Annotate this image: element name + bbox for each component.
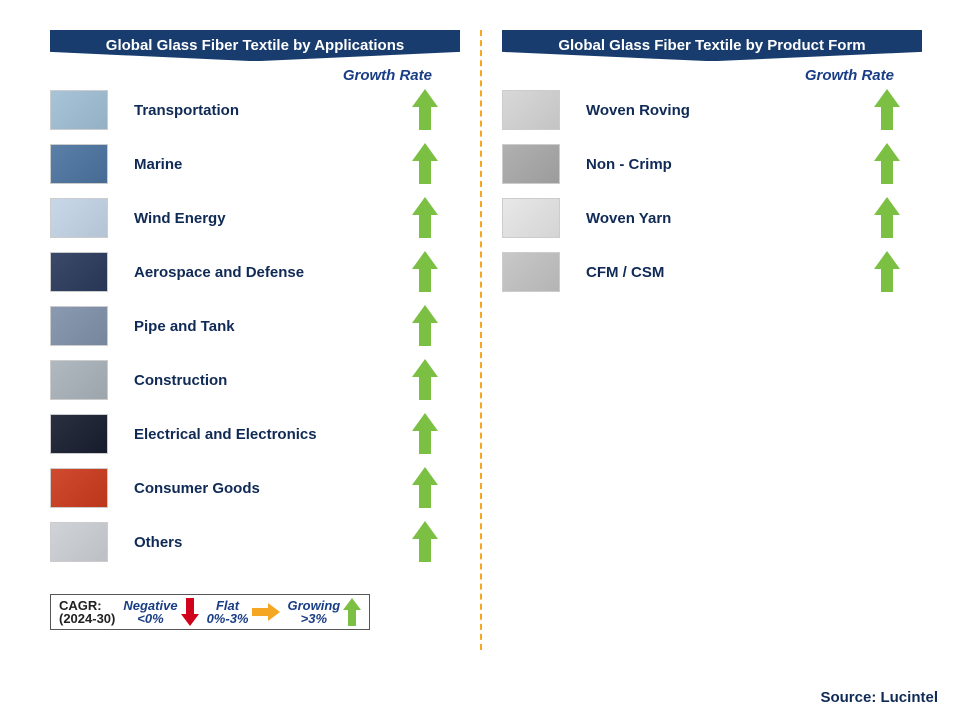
growth-rate-header-left: Growth Rate bbox=[50, 67, 460, 84]
growth-arrow-cell bbox=[390, 197, 460, 239]
growth-arrow-cell bbox=[852, 143, 922, 185]
legend-flat: Flat0%-3% bbox=[207, 599, 280, 626]
item-label: Woven Yarn bbox=[586, 210, 852, 227]
thumbnail-icon bbox=[50, 414, 108, 454]
arrow-up-icon bbox=[412, 359, 438, 401]
item-label: Consumer Goods bbox=[134, 480, 390, 497]
growth-arrow-cell bbox=[390, 467, 460, 509]
growth-arrow-cell bbox=[390, 251, 460, 293]
item-label: Aerospace and Defense bbox=[134, 264, 390, 281]
list-item: Wind Energy bbox=[50, 198, 460, 238]
list-item: Aerospace and Defense bbox=[50, 252, 460, 292]
item-label: Electrical and Electronics bbox=[134, 426, 390, 443]
growth-arrow-cell bbox=[852, 197, 922, 239]
arrow-up-icon bbox=[412, 467, 438, 509]
thumbnail-icon bbox=[50, 144, 108, 184]
item-label: Transportation bbox=[134, 102, 390, 119]
right-column: Global Glass Fiber Textile by Product Fo… bbox=[502, 30, 922, 650]
arrow-up-icon bbox=[412, 305, 438, 347]
thumbnail-icon bbox=[502, 144, 560, 184]
arrow-up-icon bbox=[343, 598, 361, 626]
growth-arrow-cell bbox=[390, 305, 460, 347]
legend-growing: Growing>3% bbox=[288, 598, 362, 626]
legend-negative: Negative<0% bbox=[123, 598, 198, 626]
item-label: Others bbox=[134, 534, 390, 551]
thumbnail-icon bbox=[50, 90, 108, 130]
thumbnail-icon bbox=[50, 468, 108, 508]
right-item-list: Woven Roving Non - Crimp Woven Yarn CFM / C… bbox=[502, 90, 922, 292]
arrow-right-icon bbox=[252, 603, 280, 621]
left-item-list: Transportation Marine Wind Energy Aerospace… bbox=[50, 90, 460, 562]
thumbnail-icon bbox=[50, 522, 108, 562]
arrow-up-icon bbox=[874, 89, 900, 131]
arrow-up-icon bbox=[412, 89, 438, 131]
arrow-up-icon bbox=[412, 413, 438, 455]
item-label: Construction bbox=[134, 372, 390, 389]
list-item: Woven Roving bbox=[502, 90, 922, 130]
arrow-up-icon bbox=[412, 197, 438, 239]
right-title-banner: Global Glass Fiber Textile by Product Fo… bbox=[502, 30, 922, 61]
growth-arrow-cell bbox=[390, 521, 460, 563]
growth-rate-header-right: Growth Rate bbox=[502, 67, 922, 84]
vertical-divider bbox=[480, 30, 482, 650]
list-item: Non - Crimp bbox=[502, 144, 922, 184]
item-label: Marine bbox=[134, 156, 390, 173]
growth-arrow-cell bbox=[852, 89, 922, 131]
arrow-up-icon bbox=[412, 143, 438, 185]
thumbnail-icon bbox=[502, 252, 560, 292]
cagr-legend: CAGR:(2024-30) Negative<0% Flat0%-3% Gro… bbox=[50, 594, 370, 630]
item-label: Woven Roving bbox=[586, 102, 852, 119]
growth-arrow-cell bbox=[390, 359, 460, 401]
list-item: Pipe and Tank bbox=[50, 306, 460, 346]
source-attribution: Source: Lucintel bbox=[820, 689, 938, 706]
arrow-up-icon bbox=[874, 197, 900, 239]
left-title-banner: Global Glass Fiber Textile by Applicatio… bbox=[50, 30, 460, 61]
list-item: Transportation bbox=[50, 90, 460, 130]
thumbnail-icon bbox=[502, 198, 560, 238]
item-label: Non - Crimp bbox=[586, 156, 852, 173]
list-item: CFM / CSM bbox=[502, 252, 922, 292]
item-label: Wind Energy bbox=[134, 210, 390, 227]
list-item: Consumer Goods bbox=[50, 468, 460, 508]
main-container: Global Glass Fiber Textile by Applicatio… bbox=[0, 0, 960, 660]
growth-arrow-cell bbox=[390, 143, 460, 185]
arrow-up-icon bbox=[874, 251, 900, 293]
arrow-down-icon bbox=[181, 598, 199, 626]
arrow-up-icon bbox=[874, 143, 900, 185]
list-item: Construction bbox=[50, 360, 460, 400]
left-column: Global Glass Fiber Textile by Applicatio… bbox=[50, 30, 460, 650]
growth-arrow-cell bbox=[390, 413, 460, 455]
list-item: Electrical and Electronics bbox=[50, 414, 460, 454]
growth-arrow-cell bbox=[852, 251, 922, 293]
item-label: CFM / CSM bbox=[586, 264, 852, 281]
legend-title: CAGR:(2024-30) bbox=[59, 599, 115, 626]
arrow-up-icon bbox=[412, 251, 438, 293]
list-item: Others bbox=[50, 522, 460, 562]
thumbnail-icon bbox=[50, 252, 108, 292]
list-item: Woven Yarn bbox=[502, 198, 922, 238]
thumbnail-icon bbox=[502, 90, 560, 130]
growth-arrow-cell bbox=[390, 89, 460, 131]
arrow-up-icon bbox=[412, 521, 438, 563]
thumbnail-icon bbox=[50, 198, 108, 238]
thumbnail-icon bbox=[50, 360, 108, 400]
list-item: Marine bbox=[50, 144, 460, 184]
thumbnail-icon bbox=[50, 306, 108, 346]
item-label: Pipe and Tank bbox=[134, 318, 390, 335]
